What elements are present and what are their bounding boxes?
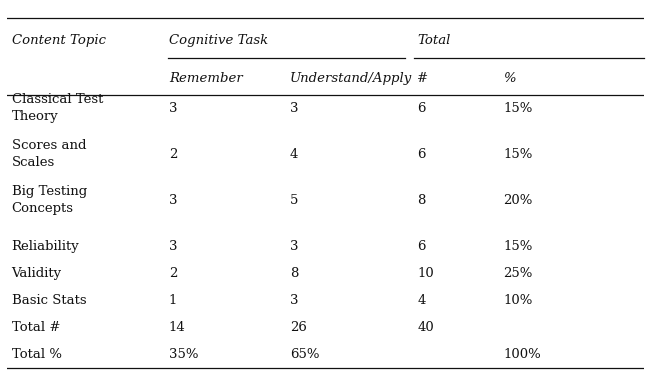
Text: 2: 2 <box>169 267 177 280</box>
Text: 3: 3 <box>290 102 298 115</box>
Text: 5: 5 <box>290 194 298 207</box>
Text: Reliability: Reliability <box>12 240 79 253</box>
Text: 15%: 15% <box>503 148 533 161</box>
Text: Total: Total <box>417 34 450 47</box>
Text: Cognitive Task: Cognitive Task <box>169 34 268 47</box>
Text: 6: 6 <box>417 240 426 253</box>
Text: Remember: Remember <box>169 72 242 85</box>
Text: Total %: Total % <box>12 348 62 361</box>
Text: 2: 2 <box>169 148 177 161</box>
Text: Big Testing
Concepts: Big Testing Concepts <box>12 184 87 214</box>
Text: 26: 26 <box>290 321 307 334</box>
Text: 6: 6 <box>417 102 426 115</box>
Text: 65%: 65% <box>290 348 319 361</box>
Text: 1: 1 <box>169 294 177 307</box>
Text: %: % <box>503 72 516 85</box>
Text: 3: 3 <box>169 102 177 115</box>
Text: Understand/Apply: Understand/Apply <box>290 72 412 85</box>
Text: #: # <box>417 72 428 85</box>
Text: 35%: 35% <box>169 348 198 361</box>
Text: 3: 3 <box>290 294 298 307</box>
Text: Total #: Total # <box>12 321 60 334</box>
Text: 3: 3 <box>290 240 298 253</box>
Text: 10: 10 <box>417 267 434 280</box>
Text: 14: 14 <box>169 321 186 334</box>
Text: 8: 8 <box>290 267 298 280</box>
Text: 6: 6 <box>417 148 426 161</box>
Text: 3: 3 <box>169 194 177 207</box>
Text: 15%: 15% <box>503 240 533 253</box>
Text: 20%: 20% <box>503 194 533 207</box>
Text: 4: 4 <box>290 148 298 161</box>
Text: 10%: 10% <box>503 294 533 307</box>
Text: Classical Test
Theory: Classical Test Theory <box>12 93 103 123</box>
Text: 4: 4 <box>417 294 426 307</box>
Text: 3: 3 <box>169 240 177 253</box>
Text: Scores and
Scales: Scores and Scales <box>12 138 86 168</box>
Text: 8: 8 <box>417 194 426 207</box>
Text: Validity: Validity <box>12 267 62 280</box>
Text: 25%: 25% <box>503 267 533 280</box>
Text: 15%: 15% <box>503 102 533 115</box>
Text: Basic Stats: Basic Stats <box>12 294 86 307</box>
Text: 100%: 100% <box>503 348 541 361</box>
Text: 40: 40 <box>417 321 434 334</box>
Text: Content Topic: Content Topic <box>12 34 105 47</box>
